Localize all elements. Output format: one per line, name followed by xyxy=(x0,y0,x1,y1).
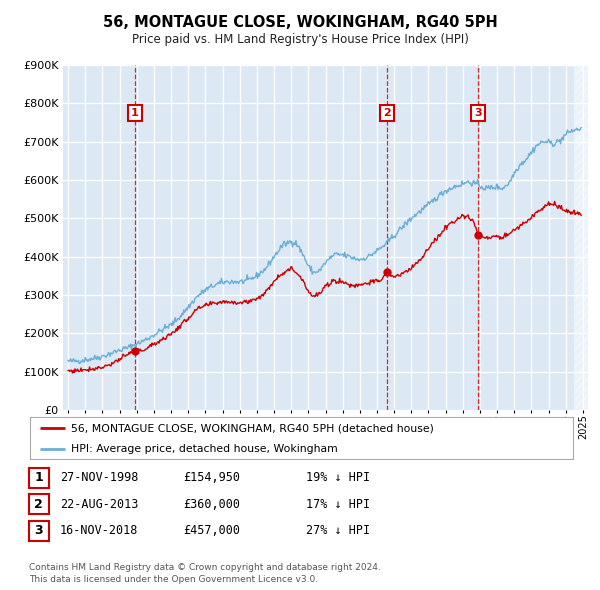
Text: 3: 3 xyxy=(34,525,43,537)
Text: 27% ↓ HPI: 27% ↓ HPI xyxy=(306,525,370,537)
Text: 3: 3 xyxy=(475,108,482,118)
Text: £154,950: £154,950 xyxy=(183,471,240,484)
Text: 56, MONTAGUE CLOSE, WOKINGHAM, RG40 5PH (detached house): 56, MONTAGUE CLOSE, WOKINGHAM, RG40 5PH … xyxy=(71,423,434,433)
Text: 1: 1 xyxy=(34,471,43,484)
Text: 1: 1 xyxy=(131,108,139,118)
Text: 19% ↓ HPI: 19% ↓ HPI xyxy=(306,471,370,484)
Text: 56, MONTAGUE CLOSE, WOKINGHAM, RG40 5PH: 56, MONTAGUE CLOSE, WOKINGHAM, RG40 5PH xyxy=(103,15,497,30)
Text: Price paid vs. HM Land Registry's House Price Index (HPI): Price paid vs. HM Land Registry's House … xyxy=(131,33,469,46)
Text: Contains HM Land Registry data © Crown copyright and database right 2024.
This d: Contains HM Land Registry data © Crown c… xyxy=(29,563,380,584)
Text: 16-NOV-2018: 16-NOV-2018 xyxy=(60,525,139,537)
Text: 17% ↓ HPI: 17% ↓ HPI xyxy=(306,498,370,511)
Bar xyxy=(574,65,588,410)
Text: 2: 2 xyxy=(383,108,391,118)
Text: HPI: Average price, detached house, Wokingham: HPI: Average price, detached house, Woki… xyxy=(71,444,337,454)
Text: 27-NOV-1998: 27-NOV-1998 xyxy=(60,471,139,484)
Text: 22-AUG-2013: 22-AUG-2013 xyxy=(60,498,139,511)
Text: 2: 2 xyxy=(34,498,43,511)
Text: £360,000: £360,000 xyxy=(183,498,240,511)
Text: £457,000: £457,000 xyxy=(183,525,240,537)
